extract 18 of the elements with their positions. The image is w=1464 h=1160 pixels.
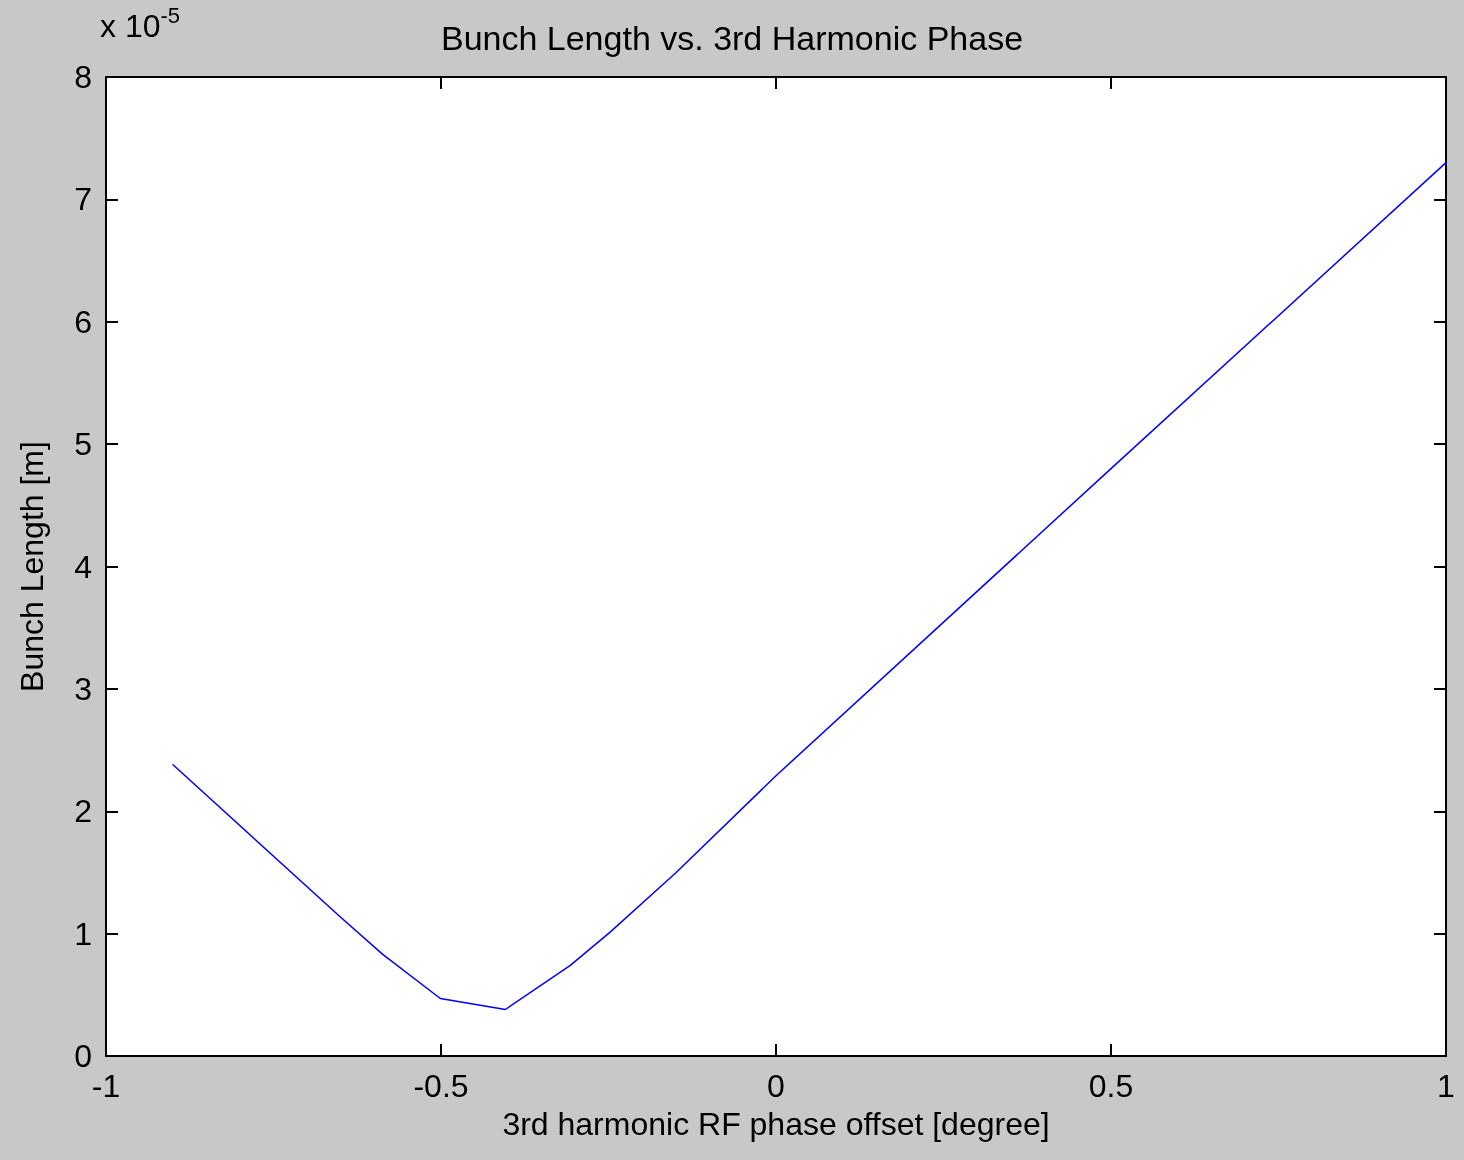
y-tick-label: 2 (74, 793, 92, 830)
x-tick-label: 0.5 (1088, 1068, 1134, 1104)
x-tick-label: 0 (767, 1068, 785, 1104)
y-tick-label: 1 (74, 915, 92, 952)
x-tick-label: 1 (1437, 1068, 1455, 1104)
line-series (172, 161, 1447, 1011)
x-tick-label: -0.5 (413, 1068, 469, 1104)
y-axis-title: Bunch Length [m] (14, 441, 50, 692)
y-tick-label: 3 (74, 670, 92, 707)
x-tick-label: -1 (91, 1068, 121, 1104)
y-tick-label: 0 (74, 1038, 92, 1074)
y-tick-label: 6 (74, 303, 92, 340)
y-tick-label: 4 (74, 548, 92, 585)
y-tick-label: 5 (74, 426, 92, 463)
x-axis-title: 3rd harmonic RF phase offset [degree] (502, 1106, 1050, 1142)
y-tick-label: 8 (74, 59, 92, 95)
chart-title: Bunch Length vs. 3rd Harmonic Phase (440, 19, 1024, 57)
y-tick-label: 7 (74, 181, 92, 218)
